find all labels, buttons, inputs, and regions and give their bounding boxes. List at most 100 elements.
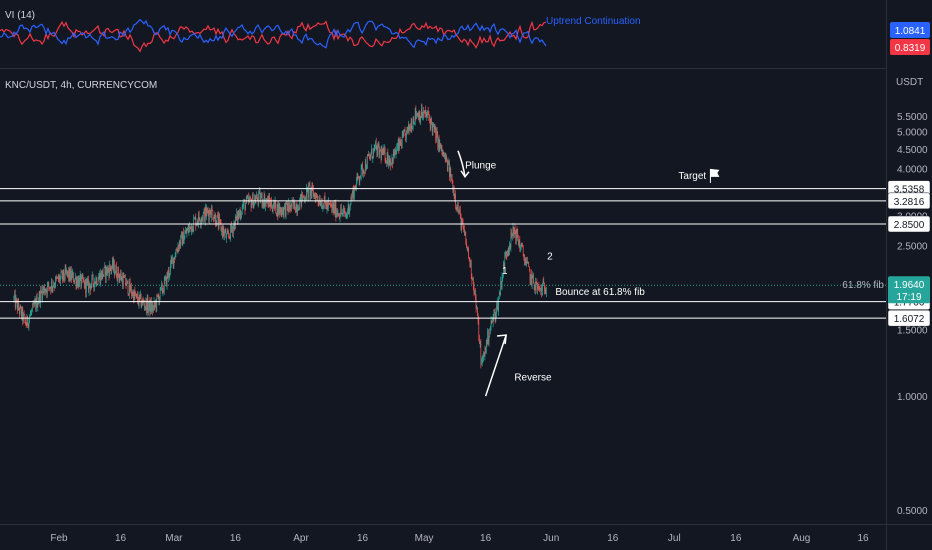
candle-body xyxy=(239,211,241,218)
candle-body xyxy=(452,180,454,193)
candle-body xyxy=(75,277,76,279)
chart-annotations[interactable]: Plunge Target 1 2 Bounce at 61.8% fib Reverse xyxy=(457,150,720,397)
candle-body xyxy=(40,289,41,304)
candle-body xyxy=(520,244,522,248)
candle-body xyxy=(35,300,37,309)
candle-body xyxy=(95,278,97,284)
candle-body xyxy=(530,274,532,283)
candle-body xyxy=(88,282,90,292)
candle-body xyxy=(375,142,376,146)
candle-body xyxy=(219,217,220,220)
annotation-text: Reverse xyxy=(514,372,552,383)
candle-body xyxy=(240,214,242,218)
candle-body xyxy=(514,227,516,234)
candle-body xyxy=(97,281,99,285)
candle-body xyxy=(436,131,438,134)
candle-body xyxy=(237,212,238,221)
candle-body xyxy=(269,197,270,203)
indicator-name[interactable]: VI (14) xyxy=(5,10,35,21)
candle-body xyxy=(200,222,201,224)
candle-body xyxy=(174,257,175,259)
candle-body xyxy=(537,285,539,287)
candle-body xyxy=(181,233,182,236)
pane-divider[interactable] xyxy=(0,68,886,69)
time-tick-label: Feb xyxy=(50,533,68,544)
candle-body xyxy=(207,210,209,213)
candle-body xyxy=(200,220,202,224)
candle-body xyxy=(533,283,535,286)
candle-body xyxy=(144,306,146,308)
symbol-title[interactable]: KNC/USDT, 4h, CURRENCYCOM xyxy=(5,80,157,91)
candle-body xyxy=(391,157,393,163)
candle-body xyxy=(418,113,419,121)
candle-body xyxy=(390,162,392,166)
candle-body xyxy=(73,272,74,282)
candle-body xyxy=(241,213,242,215)
candle-body xyxy=(33,303,35,306)
candle-body xyxy=(145,299,147,307)
candle-body xyxy=(420,117,421,122)
candle-body xyxy=(109,264,111,269)
candle-body xyxy=(236,212,238,219)
candle-body xyxy=(449,161,450,177)
candle-body xyxy=(415,108,417,117)
candle-body xyxy=(77,279,78,286)
candle-body xyxy=(431,123,433,132)
candle-body xyxy=(412,127,413,129)
candle-body xyxy=(112,259,113,268)
candle-body xyxy=(66,270,67,273)
candle-body xyxy=(43,287,45,291)
candle-body xyxy=(259,191,260,193)
candle-body xyxy=(444,154,445,157)
candle-body xyxy=(464,228,465,235)
candle-body xyxy=(29,313,31,317)
candle-body xyxy=(429,118,430,120)
candle-body xyxy=(69,268,71,281)
candle-body xyxy=(176,250,177,252)
candle-body xyxy=(58,276,60,281)
candle-body xyxy=(490,320,492,328)
candle-body xyxy=(206,208,207,216)
candle-body xyxy=(113,262,114,269)
candle-body xyxy=(417,113,419,117)
price-tick-label: 5.5000 xyxy=(897,112,928,123)
indicator-minus-value-badge: 0.8319 xyxy=(890,39,930,55)
candle-body xyxy=(523,254,525,259)
candle-body xyxy=(123,276,125,278)
candle-body xyxy=(286,201,287,203)
candle-body xyxy=(446,156,447,162)
candle-body xyxy=(272,207,273,212)
time-axis[interactable]: Feb 16 Mar 16 Apr 16 May 16 Jun 16 Jul 16 Aug 16 xyxy=(50,533,869,544)
candle-body xyxy=(249,196,251,200)
time-tick-label: Apr xyxy=(293,533,309,544)
candle-body xyxy=(422,116,424,118)
candle-body xyxy=(168,269,170,276)
candle-body xyxy=(183,232,184,244)
time-tick-label: 16 xyxy=(115,533,127,544)
candle-body xyxy=(518,240,520,246)
candle-body xyxy=(461,221,462,229)
candle-body xyxy=(16,298,17,301)
candle-body xyxy=(185,231,187,234)
candle-body xyxy=(483,353,484,359)
indicator-plus-value-badge: 1.0841 xyxy=(890,22,930,38)
candle-body xyxy=(21,308,22,317)
candle-body xyxy=(165,276,166,280)
candle-body xyxy=(74,278,76,282)
candle-body xyxy=(157,295,159,297)
candle-body xyxy=(151,305,153,311)
candle-body xyxy=(194,218,195,220)
candle-body xyxy=(380,150,382,159)
fib-level-label: 61.8% fib xyxy=(842,280,884,291)
candle-body xyxy=(222,228,224,236)
candle-body xyxy=(518,239,519,246)
candle-body xyxy=(204,209,205,222)
candle-body xyxy=(339,215,340,219)
candle-body xyxy=(228,232,229,236)
candle-body xyxy=(367,155,368,168)
candle-body xyxy=(20,305,22,309)
candle-body xyxy=(203,209,205,213)
candle-body xyxy=(511,232,512,238)
candle-body xyxy=(384,148,385,153)
